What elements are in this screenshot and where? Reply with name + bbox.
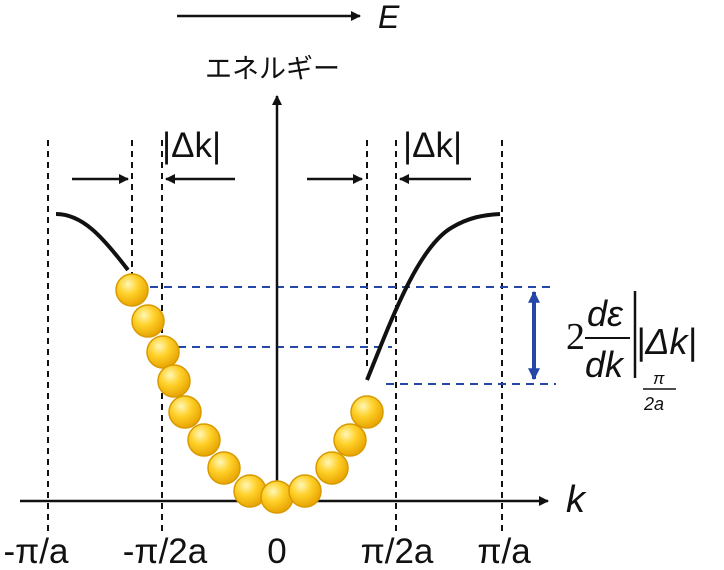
electron-ball	[260, 480, 294, 514]
tick-pi-a: π/a	[477, 532, 531, 570]
electron-ball	[207, 451, 241, 485]
electron-ball	[333, 423, 367, 457]
vertical-guides	[47, 140, 503, 532]
electron-ball	[168, 395, 202, 429]
electron-balls	[115, 273, 384, 514]
tick-neg-pi-a: -π/a	[4, 532, 70, 570]
band-curve-left	[55, 212, 130, 272]
energy-levels	[150, 286, 556, 385]
delta-k-left-label: |Δk|	[162, 126, 221, 165]
tick-pi-2a: π/2a	[361, 532, 434, 570]
electron-ball	[157, 364, 191, 398]
field-label: E	[378, 0, 400, 35]
formula-denominator: dk	[585, 344, 625, 385]
energy-axis-label: エネルギー	[205, 54, 340, 84]
electron-ball	[131, 304, 165, 338]
band-curve-right	[365, 212, 501, 381]
formula-eval-numerator: π	[653, 369, 665, 388]
formula-delta-k: |Δk|	[636, 321, 697, 362]
electron-ball	[146, 335, 180, 369]
electron-ball	[315, 451, 349, 485]
delta-k-right-label: |Δk|	[403, 126, 462, 165]
formula-coefficient: 2	[566, 316, 585, 358]
formula-eval-denominator: 2a	[643, 394, 664, 414]
tick-zero: 0	[267, 532, 286, 570]
electron-ball	[187, 423, 221, 457]
electron-ball	[115, 273, 149, 307]
electron-ball	[288, 474, 322, 508]
tick-neg-pi-2a: -π/2a	[123, 532, 208, 570]
electron-ball	[350, 395, 384, 429]
group-velocity-formula: 2 dε dk π 2a |Δk|	[566, 291, 697, 414]
k-axis-label: k	[566, 479, 587, 521]
formula-numerator: dε	[587, 293, 624, 334]
